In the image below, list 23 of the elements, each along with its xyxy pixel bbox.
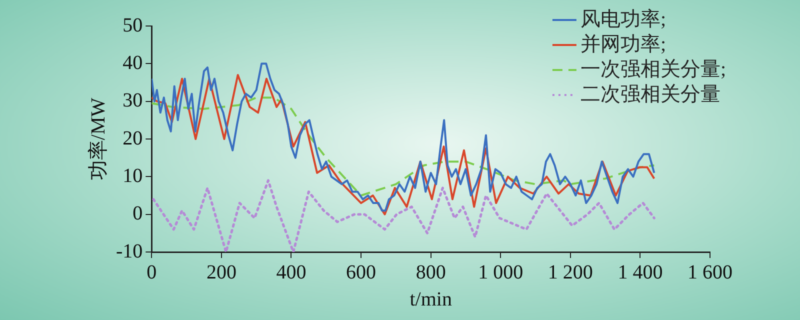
- legend-label: 二次强相关分量: [580, 83, 720, 106]
- x-tick-label: 1 600: [688, 261, 732, 284]
- line-series: [152, 179, 656, 252]
- x-tick-label: 400: [276, 261, 306, 284]
- y-tick-label: 30: [122, 90, 143, 112]
- legend-label: 风电功率;: [580, 8, 666, 30]
- x-tick-label: 800: [416, 261, 446, 284]
- y-axis-title: 功率/MW: [87, 98, 110, 180]
- legend-label: 一次强相关分量;: [580, 58, 726, 80]
- y-tick-label: 20: [122, 127, 143, 150]
- x-tick-label: 1 400: [618, 261, 663, 284]
- y-tick-label: 0: [132, 202, 143, 225]
- x-tick-label: 0: [146, 261, 157, 284]
- x-tick-label: 600: [346, 261, 376, 284]
- x-tick-label: 1 000: [478, 261, 524, 284]
- legend-label: 并网功率;: [580, 33, 666, 56]
- y-tick-label: 10: [122, 164, 143, 187]
- y-tick-label: -10: [116, 240, 143, 262]
- y-tick-label: 50: [122, 14, 143, 36]
- x-tick-label: 200: [206, 261, 236, 284]
- x-axis-title: t/min: [410, 288, 452, 310]
- y-tick-label: 40: [122, 52, 143, 74]
- x-tick-label: 1 200: [548, 261, 593, 284]
